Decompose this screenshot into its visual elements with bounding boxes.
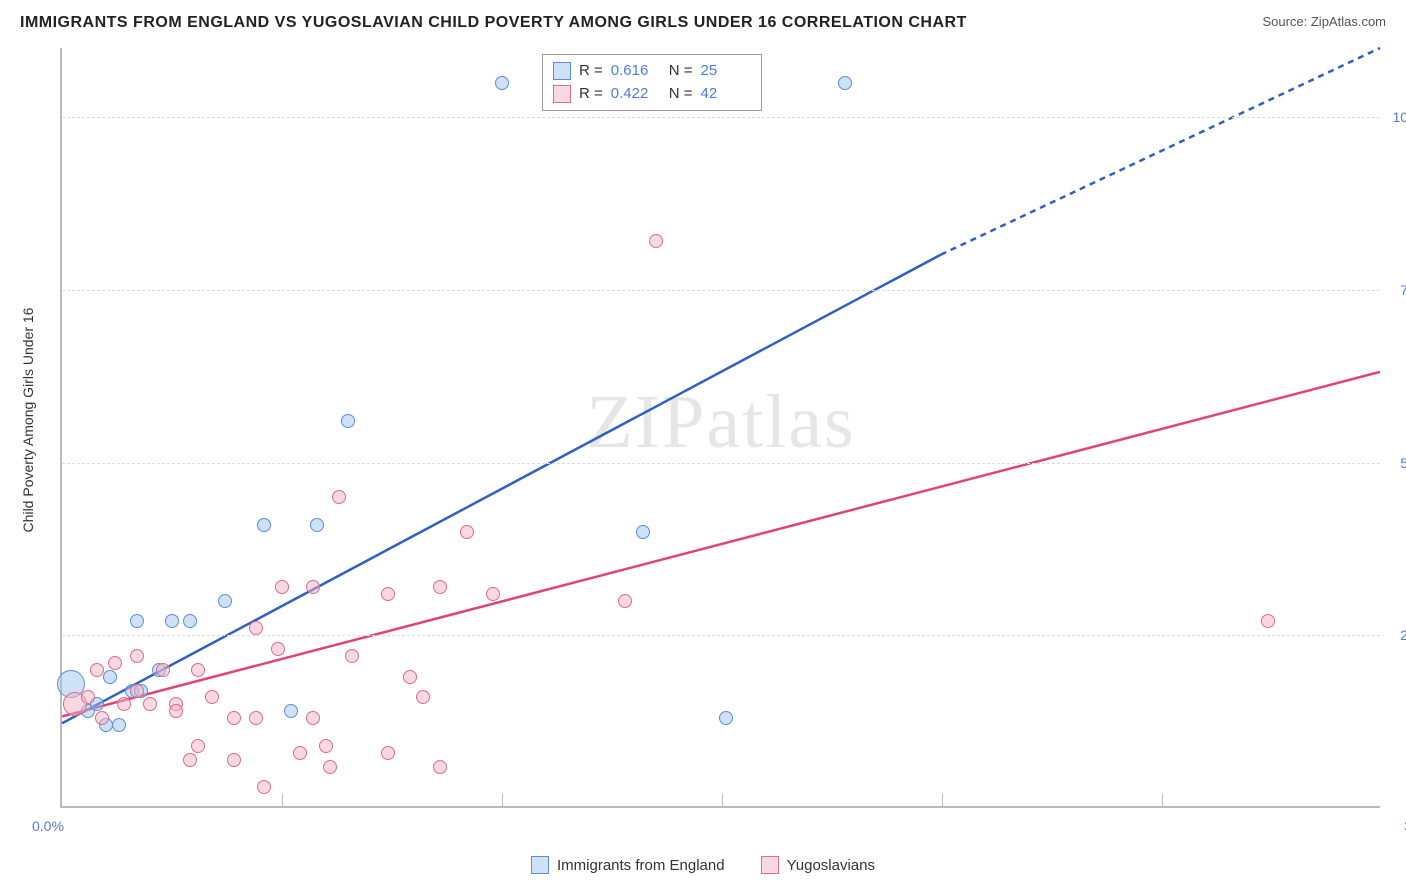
data-point-yugoslavia: [381, 746, 395, 760]
series-legend: Immigrants from England Yugoslavians: [0, 856, 1406, 874]
data-point-england: [284, 704, 298, 718]
n-value: 25: [701, 60, 751, 83]
x-tick-mark: [502, 794, 503, 806]
y-tick-label: 50.0%: [1400, 455, 1406, 471]
data-point-yugoslavia: [486, 587, 500, 601]
data-point-yugoslavia: [403, 670, 417, 684]
legend-label: Yugoslavians: [787, 857, 875, 874]
data-point-yugoslavia: [271, 642, 285, 656]
data-point-yugoslavia: [183, 753, 197, 767]
x-tick-mark: [942, 794, 943, 806]
y-axis-label: Child Poverty Among Girls Under 16: [20, 308, 36, 533]
r-label: R =: [579, 83, 603, 106]
data-point-yugoslavia: [293, 746, 307, 760]
data-point-yugoslavia: [323, 760, 337, 774]
data-point-yugoslavia: [227, 711, 241, 725]
data-point-yugoslavia: [227, 753, 241, 767]
gridline: [62, 117, 1380, 118]
data-point-yugoslavia: [95, 711, 109, 725]
swatch-yugoslavia: [553, 85, 571, 103]
data-point-england: [257, 518, 271, 532]
source-label: Source: ZipAtlas.com: [1262, 14, 1386, 29]
y-tick-label: 75.0%: [1400, 282, 1406, 298]
swatch-yugoslavia: [761, 856, 779, 874]
x-tick-mark: [722, 794, 723, 806]
data-point-yugoslavia: [249, 711, 263, 725]
data-point-yugoslavia: [1261, 614, 1275, 628]
chart-title: IMMIGRANTS FROM ENGLAND VS YUGOSLAVIAN C…: [20, 14, 967, 32]
data-point-yugoslavia: [117, 697, 131, 711]
data-point-yugoslavia: [345, 649, 359, 663]
data-point-yugoslavia: [191, 739, 205, 753]
data-point-england: [165, 614, 179, 628]
x-tick-mark: [282, 794, 283, 806]
data-point-yugoslavia: [143, 697, 157, 711]
data-point-yugoslavia: [416, 690, 430, 704]
data-point-yugoslavia: [332, 490, 346, 504]
data-point-yugoslavia: [130, 649, 144, 663]
data-point-england: [341, 414, 355, 428]
n-label: N =: [669, 83, 693, 106]
legend-item-england: Immigrants from England: [531, 856, 725, 874]
data-point-yugoslavia: [306, 580, 320, 594]
gridline: [62, 463, 1380, 464]
data-point-england: [112, 718, 126, 732]
y-tick-label: 25.0%: [1400, 627, 1406, 643]
data-point-yugoslavia: [257, 780, 271, 794]
swatch-england: [553, 62, 571, 80]
legend-label: Immigrants from England: [557, 857, 725, 874]
data-point-england: [218, 594, 232, 608]
trend-lines: [62, 48, 1380, 806]
data-point-yugoslavia: [90, 663, 104, 677]
data-point-england: [103, 670, 117, 684]
data-point-england: [310, 518, 324, 532]
data-point-yugoslavia: [433, 580, 447, 594]
data-point-yugoslavia: [306, 711, 320, 725]
y-tick-label: 100.0%: [1393, 109, 1406, 125]
gridline: [62, 635, 1380, 636]
data-point-yugoslavia: [460, 525, 474, 539]
data-point-yugoslavia: [191, 663, 205, 677]
data-point-england: [130, 614, 144, 628]
data-point-yugoslavia: [618, 594, 632, 608]
data-point-yugoslavia: [169, 704, 183, 718]
r-value: 0.616: [611, 60, 661, 83]
legend-item-yugoslavia: Yugoslavians: [761, 856, 875, 874]
data-point-england: [719, 711, 733, 725]
stats-legend: R = 0.616 N = 25 R = 0.422 N = 42: [542, 54, 762, 111]
data-point-yugoslavia: [205, 690, 219, 704]
n-value: 42: [701, 83, 751, 106]
scatter-plot: ZIPatlas R = 0.616 N = 25 R = 0.422 N = …: [60, 48, 1380, 808]
data-point-yugoslavia: [275, 580, 289, 594]
r-label: R =: [579, 60, 603, 83]
gridline: [62, 290, 1380, 291]
data-point-yugoslavia: [108, 656, 122, 670]
stats-row-yugoslavia: R = 0.422 N = 42: [553, 83, 751, 106]
stats-row-england: R = 0.616 N = 25: [553, 60, 751, 83]
data-point-yugoslavia: [381, 587, 395, 601]
n-label: N =: [669, 60, 693, 83]
data-point-england: [495, 76, 509, 90]
x-tick-mark: [1162, 794, 1163, 806]
data-point-yugoslavia: [81, 690, 95, 704]
data-point-yugoslavia: [249, 621, 263, 635]
data-point-yugoslavia: [156, 663, 170, 677]
data-point-england: [838, 76, 852, 90]
data-point-yugoslavia: [649, 234, 663, 248]
x-tick-min: 0.0%: [32, 818, 64, 834]
data-point-yugoslavia: [433, 760, 447, 774]
data-point-yugoslavia: [319, 739, 333, 753]
swatch-england: [531, 856, 549, 874]
data-point-england: [636, 525, 650, 539]
data-point-england: [183, 614, 197, 628]
data-point-yugoslavia: [130, 684, 144, 698]
r-value: 0.422: [611, 83, 661, 106]
